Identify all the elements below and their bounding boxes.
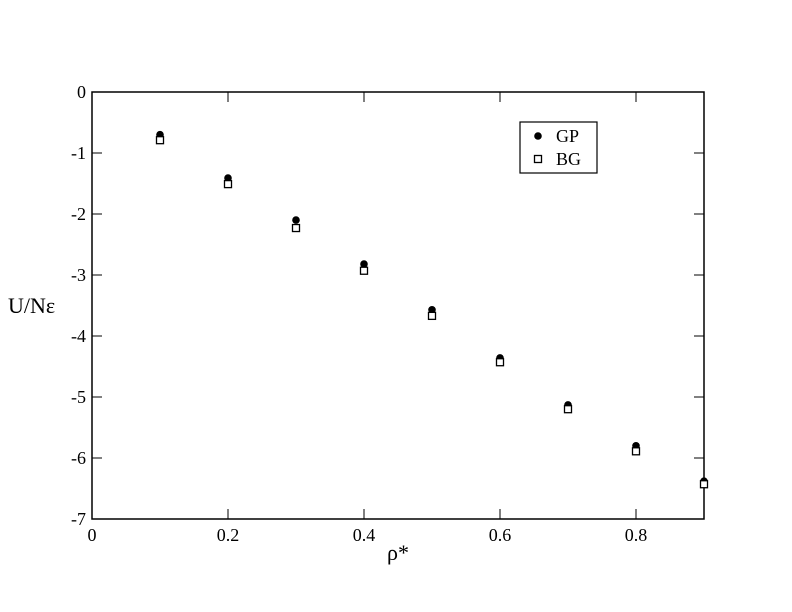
legend-label: GP [556,126,579,146]
y-tick-label: -1 [71,143,86,163]
x-tick-label: 0.4 [353,525,376,545]
point [427,311,437,321]
y-tick-label: -2 [71,204,86,224]
legend-box [519,121,598,174]
y-tick-label: -4 [71,326,86,346]
y-tick-label: 0 [77,82,86,102]
point [224,174,232,182]
x-tick-label: 0.2 [217,525,240,545]
point [359,266,369,275]
point [563,405,573,414]
point [360,260,368,268]
point [699,480,709,489]
y-tick-label: -7 [71,509,86,529]
point [223,179,233,189]
y-tick-label: -5 [71,387,86,407]
y-tick-label: -6 [71,448,86,468]
legend-marker [534,132,542,140]
x-tick-label: 0.6 [489,525,512,545]
legend-label: BG [556,149,581,169]
legend-marker [533,154,543,164]
x-axis-label: ρ* [387,540,409,565]
point [495,358,505,367]
y-tick-label: -3 [71,265,86,285]
x-tick-label: 0 [88,525,97,545]
point [631,447,641,456]
point [155,136,165,145]
point [428,305,436,314]
x-tick-label: 0.8 [625,525,648,545]
point [291,223,301,233]
y-axis-label: U/Nε [8,293,55,318]
point [292,216,300,224]
plot-frame [91,91,705,520]
